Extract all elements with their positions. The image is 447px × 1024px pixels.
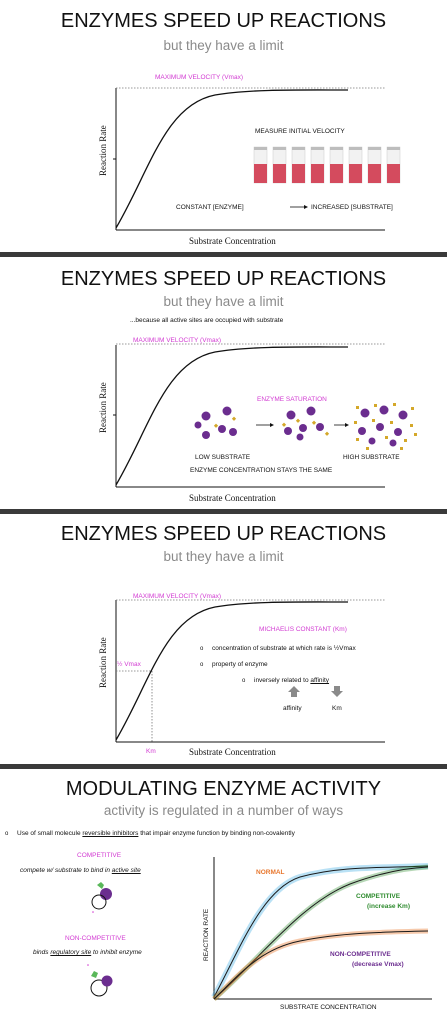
slide-michaelis-constant: ENZYMES SPEED UP REACTIONS but they have… (0, 514, 447, 764)
slide-title: ENZYMES SPEED UP REACTIONS (60, 523, 387, 545)
vmax-label: MAXIMUM VELOCITY (Vmax) (133, 337, 222, 344)
saturation-curve-chart (113, 343, 417, 488)
slide-enzymes-limit: ENZYMES SPEED UP REACTIONS but they have… (0, 0, 447, 252)
slide-subtitle: but they have a limit (163, 549, 284, 564)
slide-title: ENZYMES SPEED UP REACTIONS (60, 268, 387, 290)
x-axis-label: Substrate Concentration (189, 236, 276, 246)
enzyme-saturation-label: ENZYME SATURATION (257, 396, 327, 403)
vmax-label: MAXIMUM VELOCITY (Vmax) (155, 74, 244, 81)
inhibition-chart (87, 857, 432, 1001)
half-vmax-label: ½ Vmax (117, 661, 141, 668)
competitive-heading: COMPETITIVE (77, 852, 122, 859)
active-sites-note: ...because all active sites are occupied… (130, 317, 284, 324)
rate-curve (115, 346, 349, 486)
slide-title: ENZYMES SPEED UP REACTIONS (60, 10, 387, 32)
affinity-caption: affinity (283, 705, 302, 712)
description-underlined: active site (111, 867, 141, 874)
arrow-head-icon (304, 205, 308, 209)
slide-subtitle: activity is regulated in a number of way… (103, 803, 344, 818)
rate-curve (115, 601, 349, 741)
competitive-label: COMPETITIVE (356, 893, 401, 900)
noncompetitive-curve (213, 930, 429, 1000)
michaelis-chart (115, 599, 385, 743)
description-text: compete w/ substrate to bind in (20, 867, 112, 874)
y-axis-label: Reaction Rate (98, 125, 108, 176)
inhibitor-bullet: Use of small molecule reversible inhibit… (5, 830, 295, 837)
michaelis-title: MICHAELIS CONSTANT (Km) (259, 626, 347, 633)
noncompetitive-label: NON-COMPETITIVE (330, 951, 391, 958)
low-substrate-label: LOW SUBSTRATE (195, 454, 251, 461)
vmax-label: MAXIMUM VELOCITY (Vmax) (133, 593, 222, 600)
y-axis-label: Reaction Rate (98, 637, 108, 688)
km-caption: Km (332, 705, 342, 712)
noncompetitive-heading: NON-COMPETITIVE (65, 935, 126, 942)
description-underlined: regulatory site (50, 949, 92, 956)
enzyme-concentration-label: ENZYME CONCENTRATION STAYS THE SAME (190, 467, 333, 474)
x-axis-label: Substrate Concentration (189, 747, 276, 757)
bullet-text: Use of small molecule (17, 830, 83, 837)
slide-modulating-enzyme-activity: MODULATING ENZYME ACTIVITY activity is r… (0, 769, 447, 1024)
medium-substrate-illustration (281, 406, 330, 441)
rate-curve (115, 89, 349, 229)
slide-enzyme-saturation: ENZYMES SPEED UP REACTIONS but they have… (0, 257, 447, 509)
slide-subtitle: but they have a limit (163, 294, 284, 309)
normal-label: NORMAL (256, 869, 285, 876)
y-axis-label: REACTION RATE (203, 908, 210, 961)
constant-enzyme-label: CONSTANT [ENZYME] (176, 204, 244, 211)
bullet-text: inversely related to (254, 677, 311, 684)
noncompetitive-sublabel: (decrease Vmax) (352, 961, 404, 968)
bullet-affinity: inversely related to affinity (242, 677, 329, 684)
bullet-text: concentration of substrate at which rate… (212, 645, 356, 652)
arrow-head-icon (270, 423, 274, 427)
bullet-definition: concentration of substrate at which rate… (200, 645, 356, 652)
bullet-property: property of enzyme (200, 661, 268, 668)
competitive-enzyme-icon (91, 882, 112, 913)
high-substrate-illustration (354, 403, 417, 450)
description-text-end: to inhibit enzyme (91, 949, 142, 956)
bullet-underlined-text: reversible inhibitors (82, 830, 139, 837)
noncompetitive-enzyme-icon (87, 964, 113, 997)
slide-subtitle: but they have a limit (163, 38, 284, 53)
noncompetitive-description: binds regulatory site to inhibit enzyme (33, 949, 142, 956)
low-substrate-illustration (194, 406, 237, 439)
test-tube-rack (253, 146, 401, 184)
saturation-curve-chart (113, 87, 401, 231)
arrow-head-icon (345, 423, 349, 427)
competitive-description: compete w/ substrate to bind in active s… (20, 867, 141, 874)
km-label: Km (146, 748, 156, 755)
up-arrow-icon (288, 686, 300, 697)
down-arrow-icon (331, 686, 343, 697)
normal-curve (213, 865, 429, 998)
bullet-text-end: that impair enzyme function by binding n… (138, 830, 295, 837)
slide-title: MODULATING ENZYME ACTIVITY (65, 778, 382, 800)
description-text: binds (33, 949, 51, 956)
high-substrate-label: HIGH SUBSTRATE (343, 454, 400, 461)
bullet-text: property of enzyme (212, 661, 268, 668)
y-axis-label: Reaction Rate (98, 382, 108, 433)
x-axis-label: Substrate Concentration (189, 493, 276, 503)
measure-label: MEASURE INITIAL VELOCITY (255, 128, 345, 135)
affinity-link-text: affinity (310, 677, 330, 684)
competitive-sublabel: (increase Km) (367, 903, 410, 910)
x-axis-label: SUBSTRATE CONCENTRATION (280, 1004, 377, 1011)
increased-substrate-label: INCREASED [SUBSTRATE] (311, 204, 393, 211)
